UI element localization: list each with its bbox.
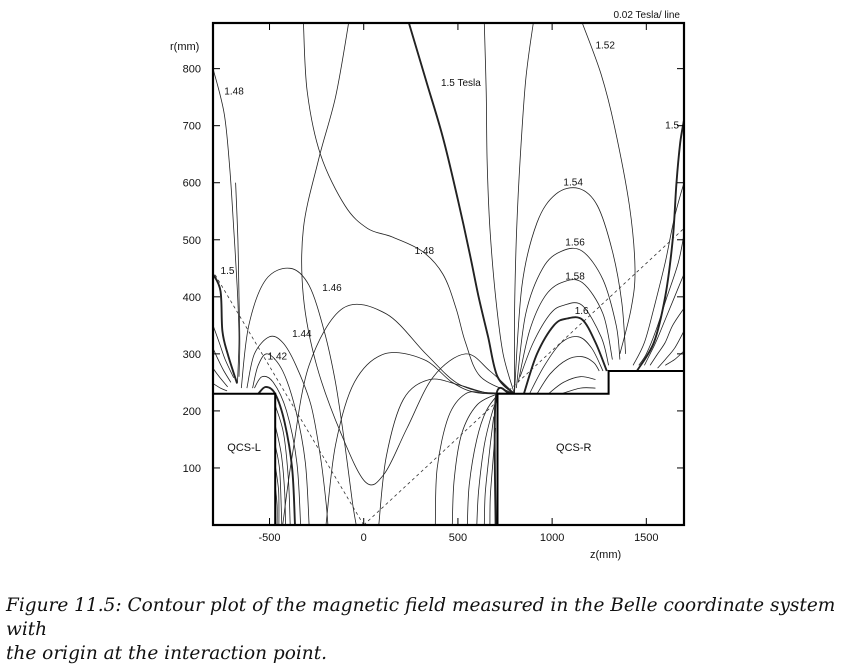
contour-line-10 xyxy=(254,375,301,525)
x-tick-label: 0 xyxy=(361,532,367,544)
y-tick-label: 300 xyxy=(183,349,201,361)
y-tick-label: 400 xyxy=(183,292,201,304)
contour-label: 1.48 xyxy=(415,246,435,257)
contour-line-23 xyxy=(451,393,498,525)
contour-line-43 xyxy=(632,182,684,366)
y-tick-label: 600 xyxy=(183,178,201,190)
contour-line-22 xyxy=(434,391,515,525)
contour-line-29 xyxy=(407,23,516,395)
contour-line-40 xyxy=(548,376,596,395)
x-axis-ticks: -500 0 500 1000 1500 xyxy=(259,23,659,544)
contour-line-14 xyxy=(274,445,283,525)
contour-label: 1.5 xyxy=(221,266,235,277)
contour-lines xyxy=(213,23,684,525)
contour-interval-label: 0.02 Tesla/ line xyxy=(613,10,680,21)
contour-line-0 xyxy=(213,68,240,383)
y-tick-label: 700 xyxy=(183,121,201,133)
y-tick-label: 500 xyxy=(183,235,201,247)
contour-label: 1.56 xyxy=(565,237,585,248)
x-tick-label: 1000 xyxy=(540,532,564,544)
plot-frame xyxy=(211,21,686,527)
caption-line-1: Figure 11.5: Contour plot of the magneti… xyxy=(6,595,836,640)
contour-line-31 xyxy=(513,23,534,394)
contour-line-32 xyxy=(581,23,636,354)
x-tick-label: -500 xyxy=(259,532,281,544)
contour-label: 1.58 xyxy=(565,272,585,283)
contour-line-1 xyxy=(235,182,241,377)
contour-line-38 xyxy=(529,336,604,394)
contour-label: 1.6 xyxy=(575,306,589,317)
contour-line-30 xyxy=(483,23,515,394)
contour-line-11 xyxy=(257,385,296,525)
contour-line-18 xyxy=(301,23,515,486)
x-axis-label: z(mm) xyxy=(590,549,621,561)
magnet-label: QCS-L xyxy=(227,442,261,454)
acceptance-lines xyxy=(213,228,684,525)
contour-line-13 xyxy=(274,425,286,525)
contour-label: 1.46 xyxy=(322,283,342,294)
contour-line-17 xyxy=(303,23,515,395)
contour-line-41 xyxy=(561,387,596,395)
contour-label: 1.54 xyxy=(563,178,583,189)
contour-line-7 xyxy=(240,267,357,525)
contour-line-12 xyxy=(274,405,291,525)
contour-line-33 xyxy=(514,187,626,394)
caption-line-2: the origin at the interaction point. xyxy=(6,643,328,664)
contour-label: 1.42 xyxy=(268,352,288,363)
magnets: QCS-L QCS-R xyxy=(212,370,685,526)
contour-line-19 xyxy=(282,303,515,525)
contour-line-35 xyxy=(517,279,613,383)
acceptance-line-0 xyxy=(213,270,365,525)
contour-line-42 xyxy=(636,119,684,372)
y-axis-ticks: 100 200 300 400 500 600 700 800 xyxy=(183,64,684,475)
contour-line-5 xyxy=(213,367,229,388)
acceptance-line-1 xyxy=(363,228,684,525)
contour-line-6 xyxy=(213,383,228,392)
contour-line-9 xyxy=(252,353,310,525)
y-axis-label: r(mm) xyxy=(170,41,199,53)
contour-line-37 xyxy=(522,316,608,395)
contour-line-2 xyxy=(213,273,239,384)
figure-caption: Figure 11.5: Contour plot of the magneti… xyxy=(6,594,851,666)
x-tick-label: 500 xyxy=(449,532,467,544)
contour-line-47 xyxy=(657,330,684,369)
contour-label: 1.52 xyxy=(595,41,615,52)
contour-label: 1.44 xyxy=(292,329,312,340)
magnet-label: QCS-R xyxy=(556,442,592,454)
contour-label: 1.48 xyxy=(224,86,244,97)
contour-line-48 xyxy=(664,350,684,366)
y-tick-label: 200 xyxy=(183,406,201,418)
contour-line-44 xyxy=(638,234,684,366)
contour-label: 1.5 Tesla xyxy=(441,78,481,89)
magnet-qcs-l xyxy=(212,392,277,526)
contour-line-24 xyxy=(466,392,500,525)
contour-label: 1.5 xyxy=(665,121,679,132)
contour-line-39 xyxy=(536,356,600,395)
y-tick-label: 100 xyxy=(183,463,201,475)
contour-line-46 xyxy=(649,307,684,366)
contour-line-20 xyxy=(325,352,515,525)
y-tick-label: 800 xyxy=(183,64,201,76)
contour-plot: QCS-L QCS-R -500 0 500 1000 1500 100 200 300 400… xyxy=(170,10,686,561)
contour-line-36 xyxy=(519,302,609,377)
contour-line-34 xyxy=(515,247,621,389)
x-tick-label: 1500 xyxy=(634,532,658,544)
contour-line-45 xyxy=(644,273,684,366)
contour-labels: 1.48 1.5 Tesla 1.52 1.5 1.54 1.48 1.56 1.5 1.46 1… xyxy=(221,41,680,363)
contour-line-26 xyxy=(483,416,495,525)
contour-line-3 xyxy=(213,325,235,378)
